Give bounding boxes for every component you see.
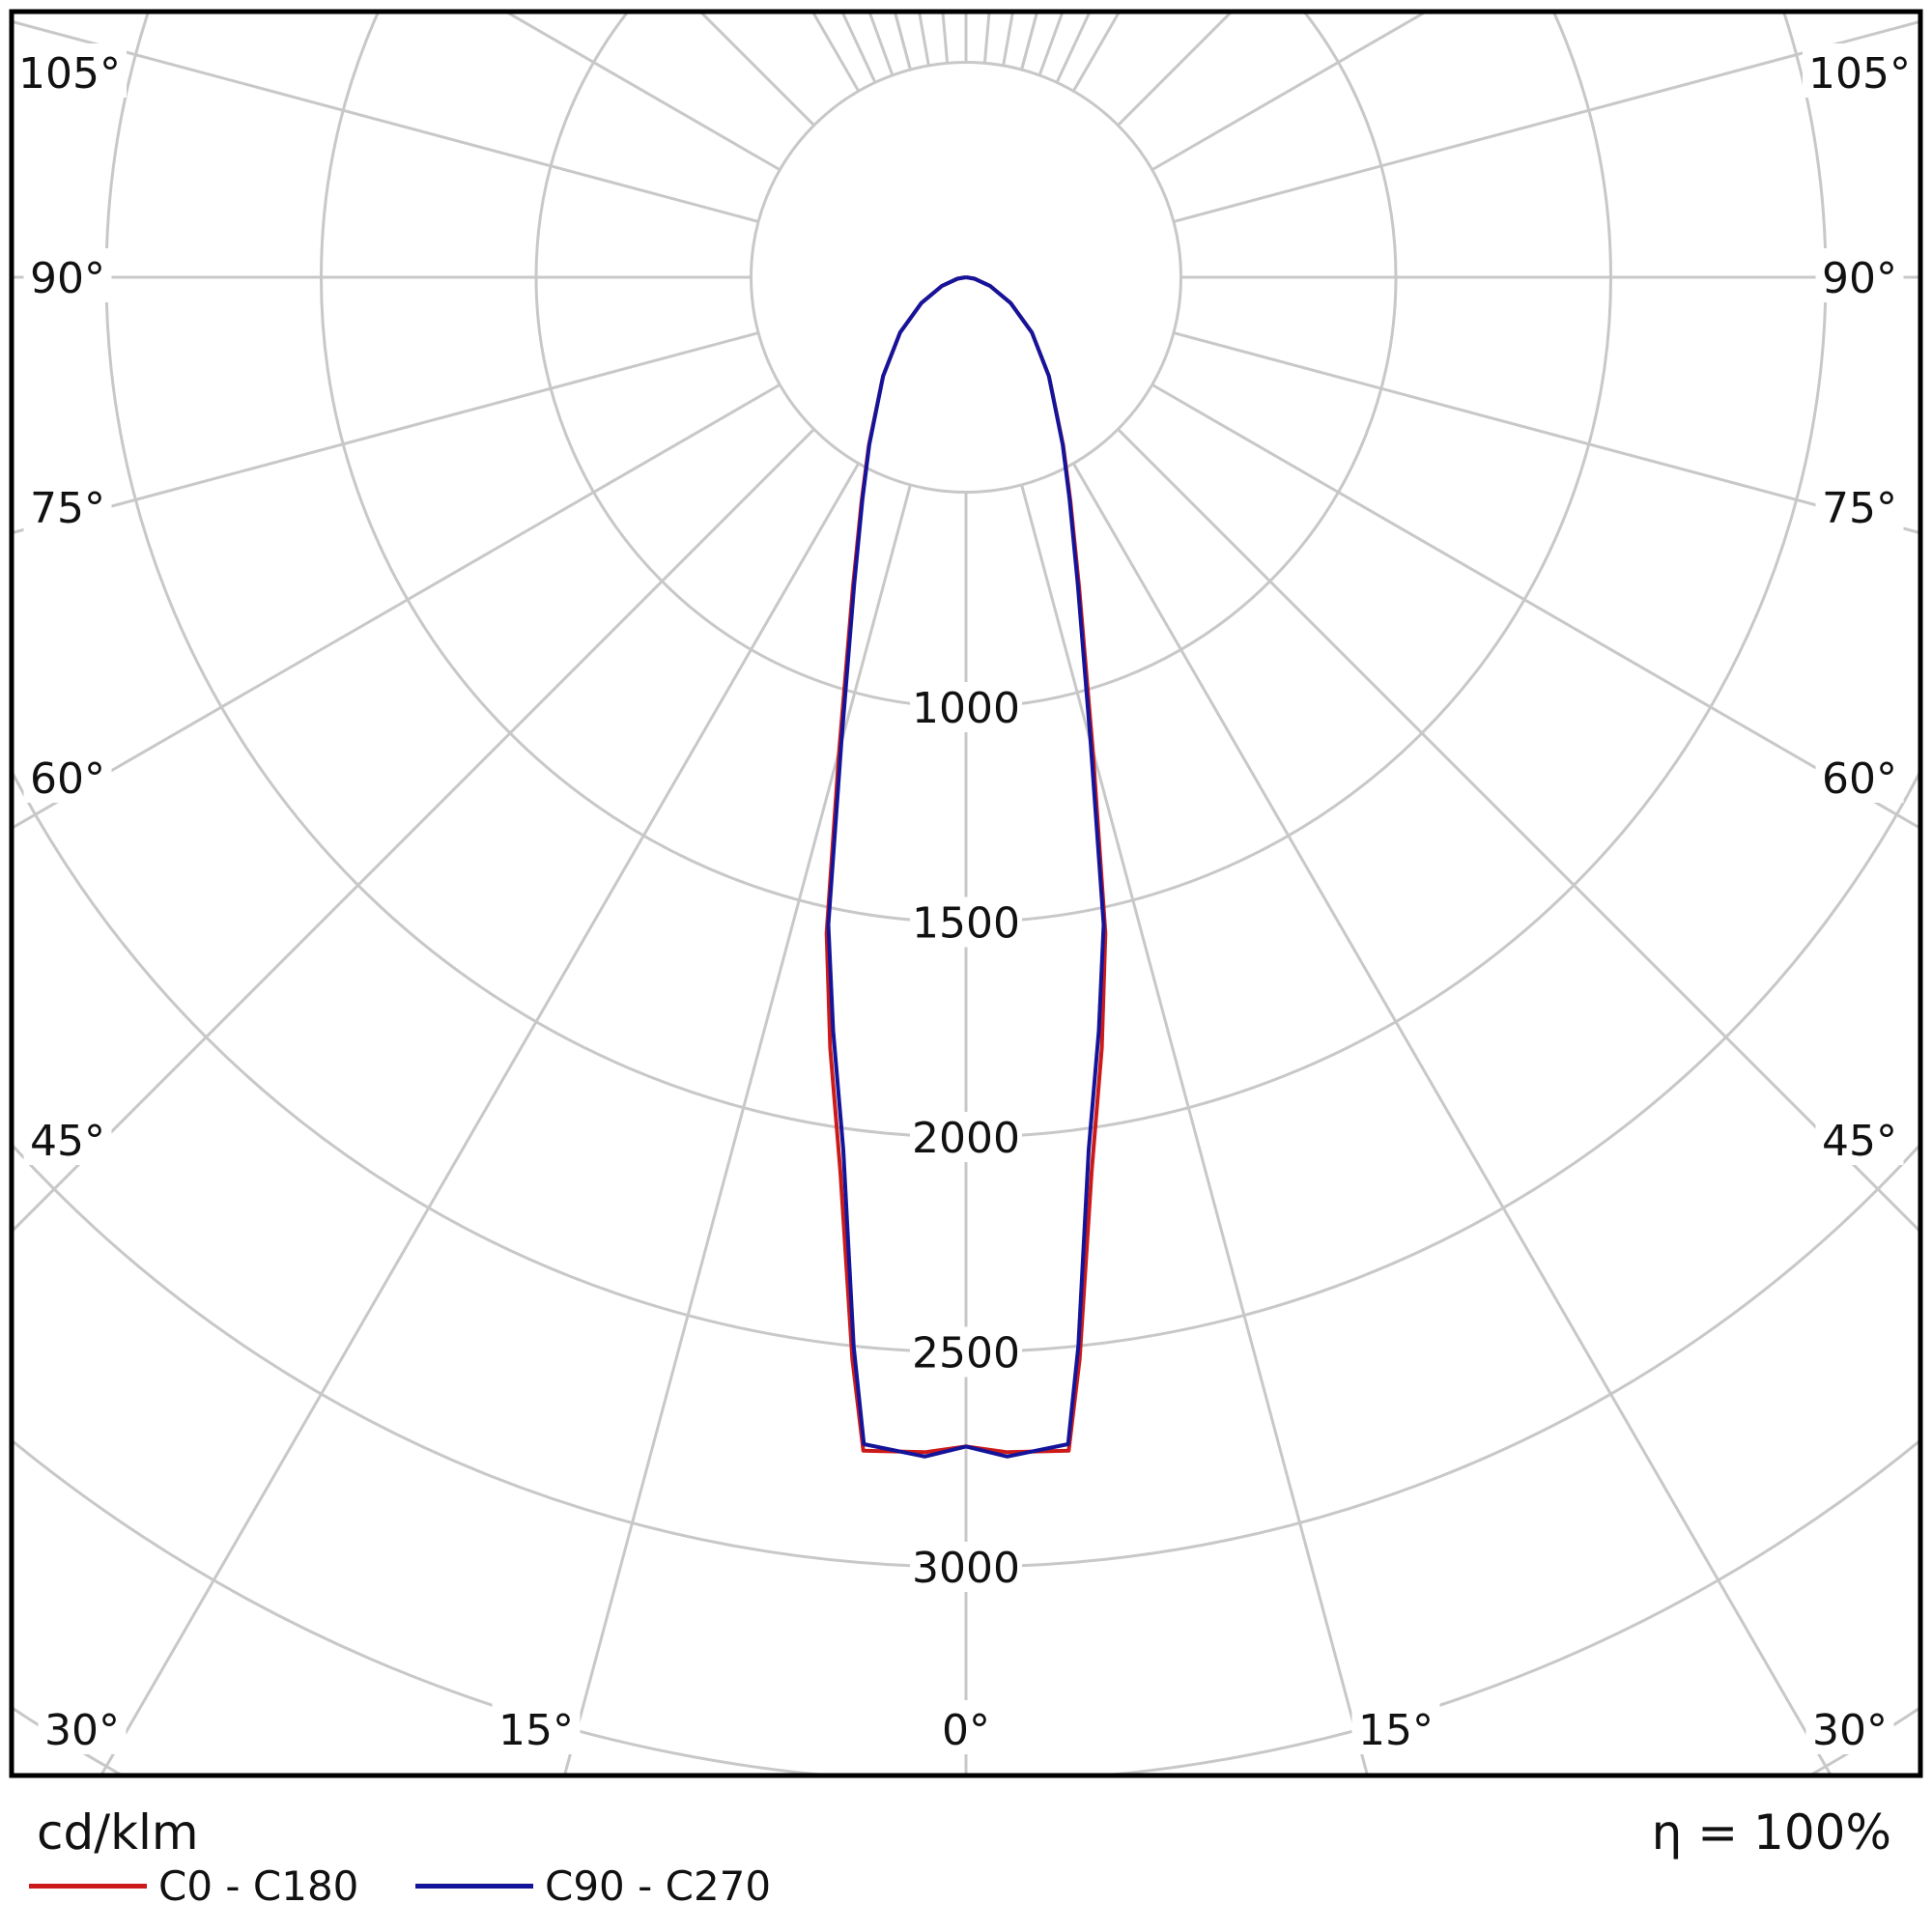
legend-swatch-blue bbox=[415, 1884, 533, 1889]
radial-spoke bbox=[1173, 20, 1918, 223]
ring-value-label: 3000 bbox=[912, 1544, 1020, 1593]
angle-label: 105° bbox=[18, 49, 121, 99]
legend-swatch-red bbox=[29, 1884, 147, 1889]
radial-spoke bbox=[1173, 331, 1918, 534]
ring-value-label: 2000 bbox=[912, 1114, 1020, 1163]
radial-spoke bbox=[99, 462, 861, 1774]
radial-spoke bbox=[1117, 428, 1918, 1233]
radial-spoke bbox=[14, 331, 759, 534]
intensity-curves bbox=[824, 275, 1108, 1459]
angle-label: 90° bbox=[30, 254, 105, 303]
curve-c90-c270 bbox=[826, 275, 1106, 1459]
chart-frame bbox=[9, 9, 1923, 1778]
radial-spoke bbox=[1151, 383, 1918, 829]
legend-label: C90 - C270 bbox=[545, 1862, 772, 1910]
efficiency-label: η = 100% bbox=[1651, 1804, 1891, 1861]
angle-label: 75° bbox=[30, 484, 105, 533]
angle-label: 60° bbox=[30, 754, 105, 804]
radial-spoke bbox=[14, 383, 781, 829]
angle-label: 45° bbox=[30, 1117, 105, 1166]
radial-spoke bbox=[1071, 462, 1833, 1774]
legend-item-c0-c180: C0 - C180 bbox=[29, 1862, 358, 1910]
radial-spoke bbox=[1020, 484, 1369, 1774]
angle-label: 15° bbox=[498, 1706, 574, 1755]
legend-label: C0 - C180 bbox=[158, 1862, 359, 1910]
legend-item-c90-c270: C90 - C270 bbox=[415, 1862, 771, 1910]
angle-label: 0° bbox=[942, 1706, 990, 1755]
ring-value-label: 1500 bbox=[912, 899, 1020, 949]
angle-label: 15° bbox=[1358, 1706, 1434, 1755]
radial-spoke bbox=[14, 428, 815, 1233]
angle-label: 60° bbox=[1822, 754, 1897, 804]
angle-label: 90° bbox=[1822, 254, 1897, 303]
axis-labels: 1000 1500 2000 2500 3000 105° 90° 75° 60° 45° 30° 1… bbox=[13, 43, 1917, 1755]
angle-label: 30° bbox=[44, 1706, 120, 1755]
ring-value-label: 2500 bbox=[912, 1329, 1020, 1378]
radial-spoke bbox=[14, 20, 759, 223]
angle-label: 105° bbox=[1808, 49, 1911, 99]
radial-spoke bbox=[563, 484, 912, 1774]
angle-label: 30° bbox=[1812, 1706, 1888, 1755]
angle-label: 45° bbox=[1822, 1117, 1897, 1166]
radial-ring bbox=[750, 61, 1182, 494]
angle-label: 75° bbox=[1822, 484, 1897, 533]
ring-value-label: 1000 bbox=[912, 684, 1020, 733]
unit-label: cd/klm bbox=[37, 1804, 199, 1861]
